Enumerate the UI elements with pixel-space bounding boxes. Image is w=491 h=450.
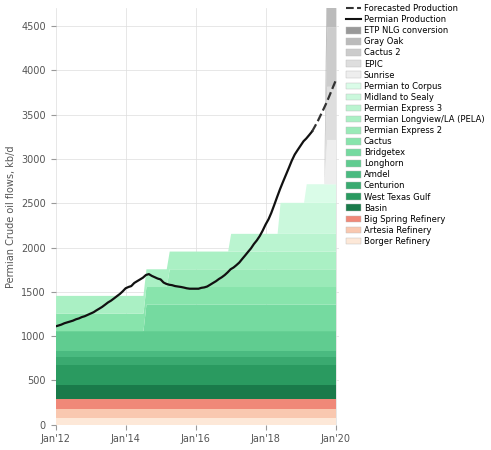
Legend: Forecasted Production, Permian Production, ETP NLG conversion, Gray Oak, Cactus : Forecasted Production, Permian Productio… [346, 4, 485, 246]
Y-axis label: Permian Crude oil flows, kb/d: Permian Crude oil flows, kb/d [5, 145, 16, 288]
